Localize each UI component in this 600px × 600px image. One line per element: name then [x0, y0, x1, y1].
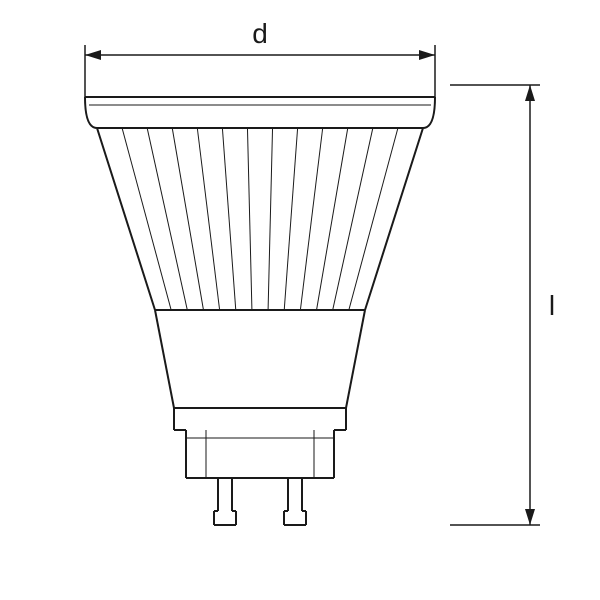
dim-d-label: d	[252, 18, 268, 49]
dim-l-label: l	[549, 290, 555, 321]
